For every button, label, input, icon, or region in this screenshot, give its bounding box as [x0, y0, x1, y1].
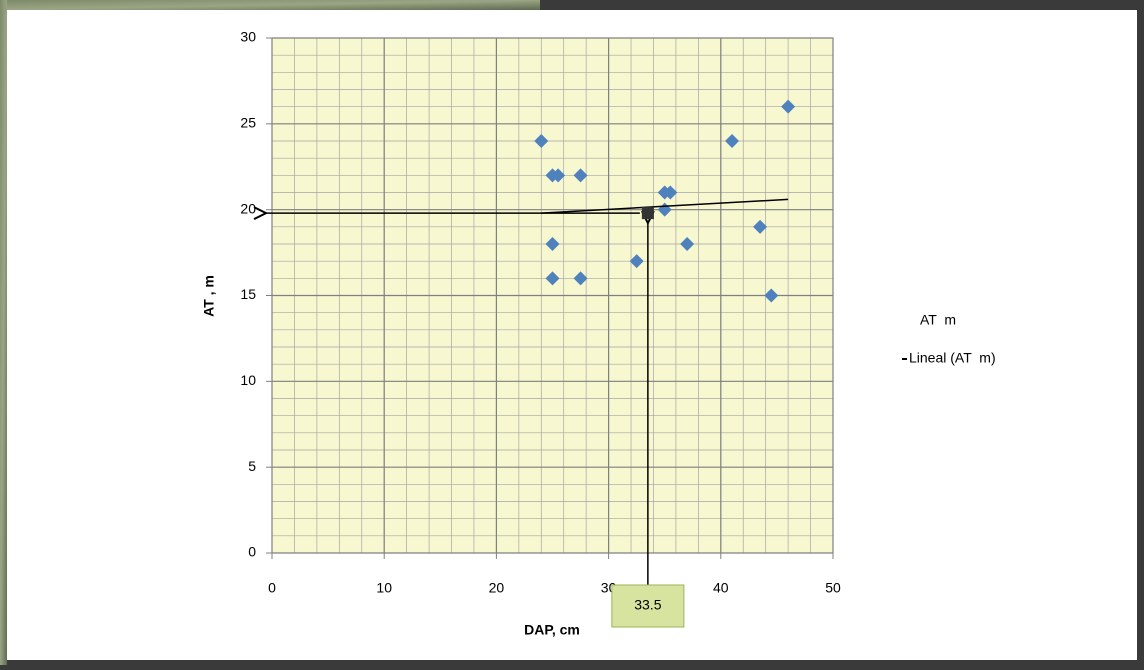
y-tick-label: 20	[240, 200, 256, 216]
legend-label: AT m	[920, 312, 956, 328]
y-tick-label: 15	[240, 286, 256, 302]
x-tick-label: 50	[825, 580, 841, 596]
photo-strip	[0, 0, 7, 665]
scatter-point	[663, 185, 678, 200]
x-tick-label: 40	[713, 580, 729, 596]
scatter-point	[551, 168, 566, 183]
y-tick-label: 10	[240, 372, 256, 388]
scatter-point	[629, 254, 644, 269]
plot-border	[271, 37, 834, 554]
x-tick-label: 20	[489, 580, 505, 596]
scatter-point	[545, 271, 560, 286]
x-axis-title: DAP, cm	[524, 622, 580, 638]
legend-label: Lineal (AT m)	[909, 350, 996, 366]
scatter-point	[573, 168, 588, 183]
x-tick-label: 10	[376, 580, 392, 596]
scatter-point	[573, 271, 588, 286]
scatter-point	[680, 237, 695, 251]
y-axis-title: AT , m	[201, 275, 217, 317]
y-tick-label: 30	[240, 29, 256, 45]
annotation-box	[611, 584, 685, 628]
annotation-label: 33.5	[634, 597, 661, 613]
x-tick-label: 0	[268, 580, 276, 596]
scatter-point	[781, 99, 796, 114]
scatter-point	[725, 134, 740, 148]
y-tick-label: 0	[248, 544, 256, 560]
annotation-point	[641, 207, 654, 220]
scatter-point	[764, 288, 779, 303]
y-tick-label: 5	[248, 458, 256, 474]
photo-strip	[0, 0, 540, 10]
trend-line	[541, 198, 789, 214]
scatter-point	[753, 219, 768, 234]
scatter-point	[545, 237, 560, 251]
y-tick-label: 25	[240, 115, 256, 131]
scatter-point	[534, 134, 549, 148]
